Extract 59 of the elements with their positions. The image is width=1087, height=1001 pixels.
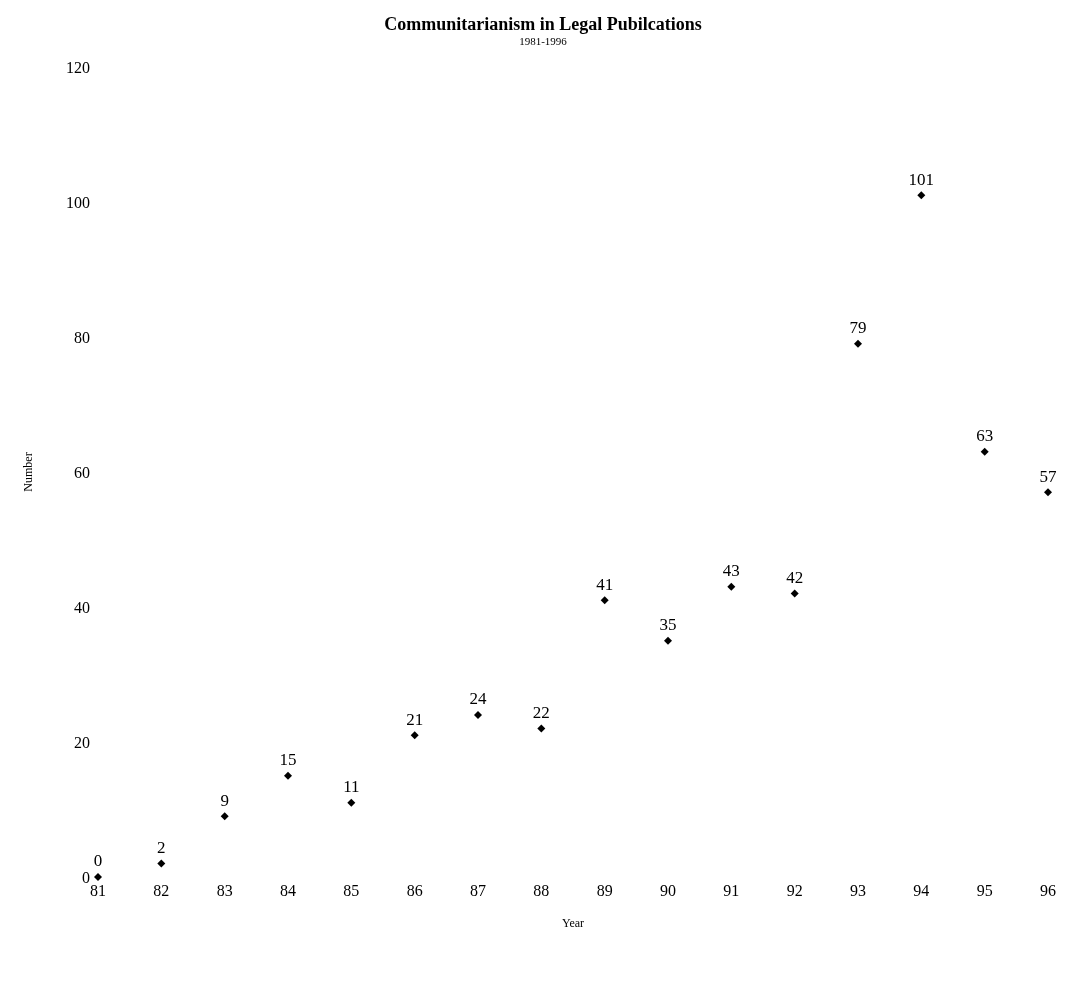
x-tick-label: 95 xyxy=(976,882,993,900)
data-label: 11 xyxy=(343,777,360,797)
point xyxy=(600,596,609,605)
x-tick-label: 85 xyxy=(343,882,360,900)
data-label: 21 xyxy=(406,709,424,729)
x-tick-label: 87 xyxy=(470,882,486,900)
y-tick-label: 120 xyxy=(66,58,90,76)
data-label: 0 xyxy=(93,851,103,871)
x-tick-label: 96 xyxy=(1040,882,1056,900)
x-tick-label: 88 xyxy=(533,882,550,900)
data-label: 42 xyxy=(786,567,804,587)
point xyxy=(220,812,229,821)
x-tick-label: 82 xyxy=(153,882,170,900)
x-axis-title: Year xyxy=(561,916,585,930)
point xyxy=(537,724,546,733)
y-tick-label: 20 xyxy=(74,733,90,751)
point xyxy=(790,589,799,598)
chart-title: Communitarianism in Legal Pubilcations xyxy=(383,14,703,35)
data-label: 35 xyxy=(659,615,677,635)
x-tick-label: 94 xyxy=(913,882,930,900)
x-tick-label: 81 xyxy=(90,882,106,900)
y-tick-label: 100 xyxy=(66,193,90,211)
point xyxy=(664,636,672,645)
point xyxy=(917,191,926,200)
y-axis-title: Number xyxy=(21,452,36,492)
point xyxy=(284,771,292,780)
data-label: 43 xyxy=(722,561,740,581)
y-tick-label: 0 xyxy=(82,868,90,886)
data-label: 15 xyxy=(279,750,297,770)
x-tick-label: 86 xyxy=(406,882,423,900)
data-label: 22 xyxy=(532,702,550,722)
data-label: 63 xyxy=(976,426,994,446)
x-tick-label: 90 xyxy=(660,882,676,900)
x-tick-label: 93 xyxy=(850,882,866,900)
point xyxy=(474,711,482,719)
point xyxy=(1044,488,1052,497)
point xyxy=(94,873,102,881)
point xyxy=(854,339,862,348)
x-tick-label: 83 xyxy=(216,882,233,900)
data-label: 9 xyxy=(220,790,229,810)
point xyxy=(727,582,736,591)
data-label: 57 xyxy=(1039,466,1057,486)
data-label: 101 xyxy=(908,169,935,189)
point xyxy=(980,447,989,456)
y-tick-label: 80 xyxy=(74,328,90,346)
point xyxy=(157,859,166,868)
x-tick-label: 84 xyxy=(280,882,296,900)
y-tick-label: 60 xyxy=(74,463,90,481)
chart-subtitle: 1981-1996 xyxy=(518,35,568,47)
data-label: 24 xyxy=(469,689,487,709)
y-tick-label: 40 xyxy=(74,598,90,616)
point xyxy=(410,731,419,740)
x-tick-label: 91 xyxy=(723,882,740,900)
x-tick-label: 89 xyxy=(596,882,613,900)
data-label: 2 xyxy=(157,837,166,857)
data-label: 79 xyxy=(849,318,867,338)
x-tick-label: 92 xyxy=(786,882,803,900)
data-label: 41 xyxy=(596,574,614,594)
point xyxy=(347,798,356,807)
